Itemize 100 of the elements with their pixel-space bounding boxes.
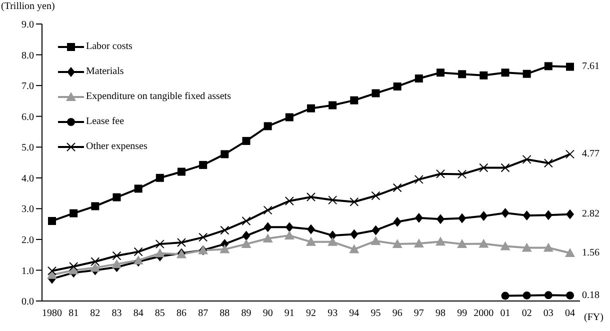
x-tick-label: 87 [198, 308, 208, 320]
point [480, 71, 488, 80]
point [566, 62, 574, 71]
point [349, 244, 360, 254]
point [48, 216, 56, 225]
point [242, 230, 250, 241]
point [458, 70, 466, 78]
x-tick-label: 88 [220, 308, 230, 320]
point [522, 154, 532, 164]
point [241, 239, 252, 248]
x-tick-label: 83 [112, 308, 122, 320]
x-tick-label: 90 [262, 308, 273, 320]
point [544, 291, 552, 300]
legend-label: Expenditure on tangible fixed assets [86, 91, 231, 102]
point [350, 96, 358, 104]
y-axis-title: (Trillion yen) [1, 1, 55, 12]
point [544, 62, 552, 70]
point [262, 234, 273, 243]
data-label: 2.82 [582, 208, 600, 220]
point [566, 209, 574, 220]
point [458, 170, 467, 179]
point [414, 74, 423, 82]
point [156, 174, 164, 182]
point [306, 236, 316, 246]
point [90, 262, 100, 272]
x-tick-label: 1980 [42, 308, 62, 320]
point [284, 230, 294, 240]
y-tick-label: 7.0 [22, 81, 34, 92]
x-tick-label: 92 [306, 308, 316, 320]
x-axis-title: (FY) [584, 312, 604, 323]
y-tick-label: 2.0 [22, 234, 34, 246]
point [392, 183, 402, 192]
point [220, 244, 230, 254]
point [220, 150, 229, 158]
point [198, 232, 208, 242]
point [285, 113, 294, 122]
point [522, 70, 531, 78]
point [199, 160, 208, 169]
x-tick-label: 82 [90, 308, 100, 320]
point [392, 239, 402, 248]
point [457, 239, 468, 248]
y-tick-label: 5.0 [22, 142, 34, 154]
point [350, 197, 359, 206]
point [501, 68, 510, 77]
point [501, 208, 510, 218]
x-tick-label: 02 [522, 308, 532, 320]
point [414, 238, 424, 248]
point [242, 136, 250, 145]
y-tick-label: 1.0 [22, 266, 34, 277]
point [69, 262, 78, 272]
y-tick-label: 0.0 [22, 296, 34, 308]
point [263, 206, 272, 215]
point [284, 196, 294, 206]
point [112, 251, 122, 260]
point [566, 291, 574, 300]
point [350, 229, 358, 240]
y-tick-label: 6.0 [22, 112, 34, 123]
point [414, 174, 424, 184]
point [522, 242, 532, 252]
point [90, 257, 100, 266]
point [500, 241, 510, 250]
point [436, 169, 445, 178]
x-tick-label: 01 [500, 308, 510, 320]
point [371, 191, 380, 200]
x-tick-label: 2000 [474, 308, 494, 320]
point [112, 259, 122, 268]
legend-label: Other expenses [86, 141, 148, 152]
point [501, 292, 510, 300]
data-label: 7.61 [582, 61, 600, 72]
point [544, 158, 553, 168]
x-tick-label: 98 [436, 308, 446, 320]
point [178, 168, 186, 176]
x-tick-label: 04 [565, 308, 575, 320]
point [307, 104, 315, 112]
point [565, 248, 575, 257]
point [414, 212, 423, 223]
point [177, 238, 186, 248]
point [134, 184, 142, 193]
point [522, 291, 531, 300]
legend-label: Labor costs [86, 41, 132, 52]
point [70, 209, 78, 218]
point [307, 224, 315, 234]
x-tick-label: 97 [414, 308, 424, 320]
point [328, 101, 337, 110]
point [372, 89, 380, 98]
point [134, 247, 143, 256]
point [480, 211, 488, 222]
y-tick-label: 3.0 [22, 204, 34, 216]
point [370, 236, 381, 245]
point [522, 210, 531, 220]
point [264, 122, 272, 130]
point [458, 213, 466, 224]
point [133, 255, 144, 264]
x-tick-label: 81 [68, 308, 79, 320]
point [112, 193, 121, 202]
x-tick-label: 93 [328, 308, 338, 320]
x-tick-label: 89 [241, 308, 252, 320]
data-label: 0.18 [582, 290, 600, 301]
y-tick-label: 9.0 [22, 20, 34, 31]
data-label: 1.56 [582, 247, 600, 258]
